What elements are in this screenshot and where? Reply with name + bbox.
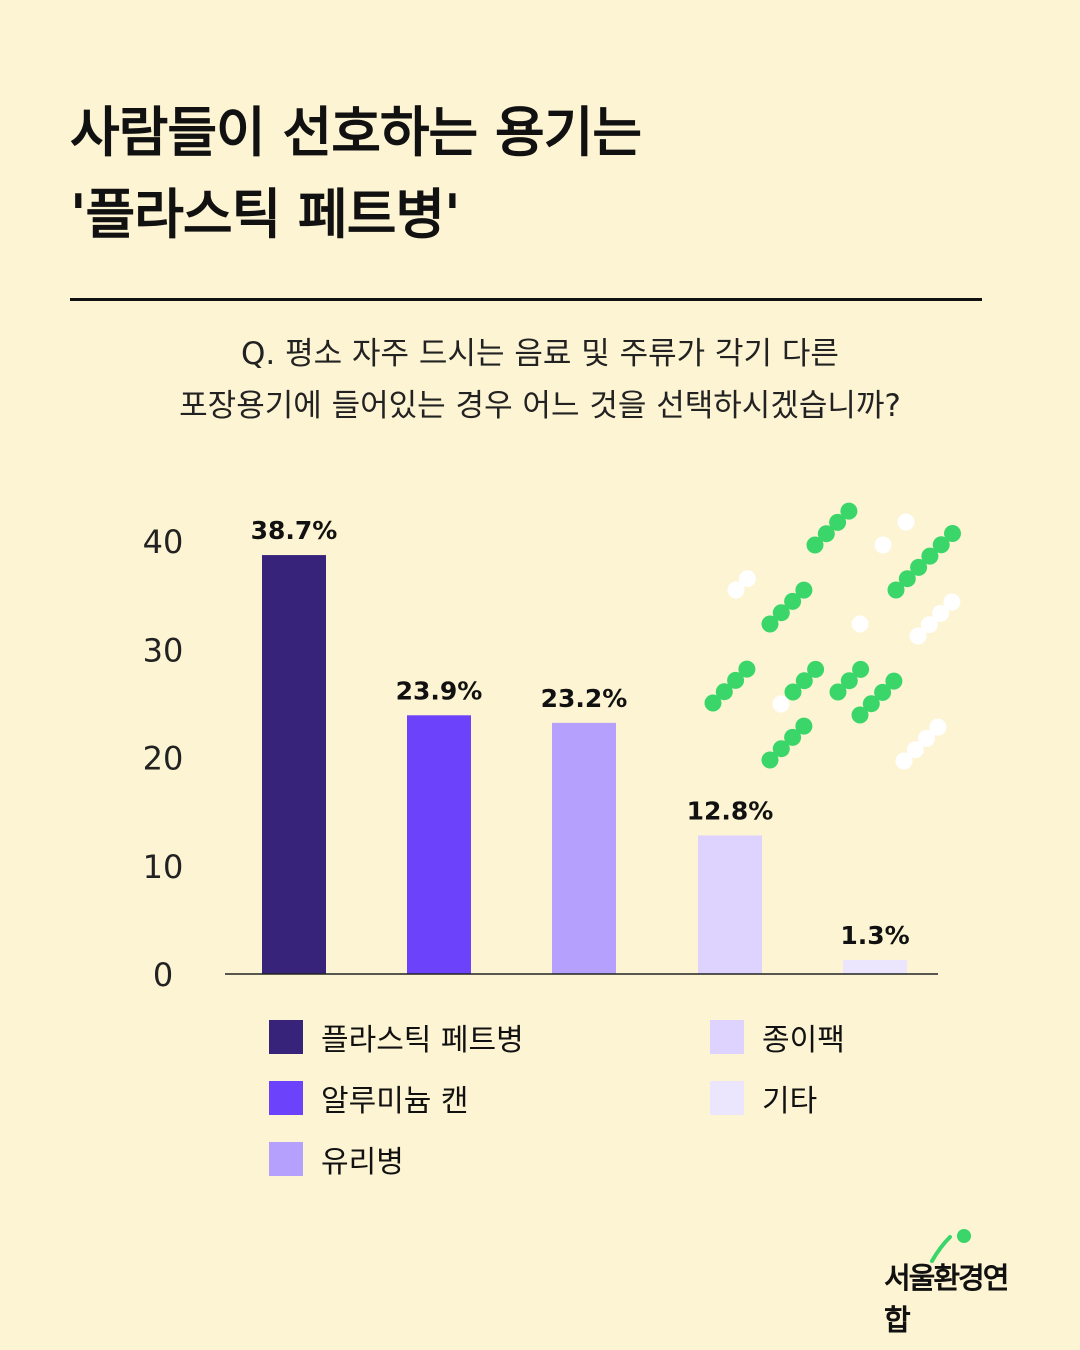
legend-item: 종이팩 [710, 1017, 845, 1058]
decor-dot [851, 706, 869, 724]
bar [843, 959, 907, 974]
decor-dot [897, 513, 915, 531]
decor-dot [910, 558, 928, 576]
decor-dot [772, 604, 790, 622]
decor-dot [852, 660, 870, 678]
decor-dot [906, 741, 924, 759]
decor-dot [943, 593, 961, 611]
legend-swatch [269, 1081, 303, 1115]
y-tick-label: 40 [143, 523, 184, 561]
decorative-dots [704, 502, 961, 770]
legend-label: 종이팩 [762, 1023, 845, 1058]
title-line-2: '플라스틱 페트병' [70, 183, 461, 246]
logo-text: 서울환경연합 [884, 1261, 1009, 1337]
legend-item: 유리병 [269, 1139, 404, 1180]
bar [698, 835, 762, 974]
decor-dot [885, 672, 903, 690]
logo: 서울환경연합 [884, 1225, 1029, 1337]
decor-dot [795, 717, 813, 735]
decor-dot [784, 592, 802, 610]
decor-dot [795, 672, 813, 690]
legend-label: 알루미늄 캔 [321, 1084, 469, 1119]
decor-dot [862, 695, 880, 713]
y-tick-label: 0 [153, 956, 173, 994]
decor-dot [772, 695, 790, 713]
decor-dot [761, 751, 779, 769]
data-label: 1.3% [840, 921, 909, 950]
decor-dot [887, 581, 905, 599]
legend-label: 유리병 [321, 1145, 404, 1180]
data-labels: 38.7% 23.9% 23.2% 12.8% 1.3% [251, 516, 910, 950]
decor-dot [909, 627, 927, 645]
decor-dot [840, 502, 858, 520]
decor-dot [898, 570, 916, 588]
decor-dot [829, 513, 847, 531]
legend-item: 기타 [710, 1078, 818, 1119]
decor-dot [738, 660, 756, 678]
decor-dot [874, 536, 892, 554]
decor-dot [806, 536, 824, 554]
legend-swatch [269, 1142, 303, 1176]
decor-dot [704, 694, 722, 712]
decor-dot [840, 672, 858, 690]
question-line-2: 포장용기에 들어있는 경우 어느 것을 선택하시겠습니까? [179, 388, 901, 424]
decor-dot [918, 729, 936, 747]
decor-dot [932, 604, 950, 622]
decor-dot [829, 683, 847, 701]
y-axis-ticks: 0 10 20 30 40 [143, 523, 184, 994]
decor-dot [895, 752, 913, 770]
legend-label: 플라스틱 페트병 [321, 1023, 524, 1058]
bar [262, 555, 326, 974]
decor-dot [738, 570, 756, 588]
decor-dot [784, 728, 802, 746]
legend-label: 기타 [762, 1084, 818, 1119]
decor-dot [874, 683, 892, 701]
decor-dot [920, 616, 938, 634]
legend-swatch [710, 1081, 744, 1115]
legend-item: 플라스틱 페트병 [269, 1017, 524, 1058]
data-label: 38.7% [251, 516, 338, 545]
bars [262, 555, 907, 974]
data-label: 12.8% [687, 796, 774, 825]
y-tick-label: 10 [143, 848, 184, 886]
decor-dot [715, 683, 733, 701]
legend-swatch [269, 1020, 303, 1054]
data-label: 23.2% [541, 684, 628, 713]
decor-dot [929, 718, 947, 736]
page-title: 사람들이 선호하는 용기는 '플라스틱 페트병' [70, 92, 642, 256]
survey-question: Q. 평소 자주 드시는 음료 및 주류가 각기 다른 포장용기에 들어있는 경… [0, 328, 1080, 432]
decor-dot [921, 547, 939, 565]
decor-dot [807, 660, 825, 678]
data-label: 23.9% [396, 676, 483, 705]
decor-dot [932, 536, 950, 554]
decor-dot [817, 525, 835, 543]
legend-item: 알루미늄 캔 [269, 1078, 469, 1119]
title-line-1: 사람들이 선호하는 용기는 [70, 101, 642, 164]
leaf-icon [930, 1229, 971, 1263]
divider [70, 298, 982, 301]
decor-dot [761, 615, 779, 633]
decor-dot [784, 683, 802, 701]
decor-dot [727, 581, 745, 599]
legend-swatch [710, 1020, 744, 1054]
y-tick-label: 20 [143, 740, 184, 778]
question-line-1: Q. 평소 자주 드시는 음료 및 주류가 각기 다른 [241, 336, 839, 372]
decor-dot [795, 581, 813, 599]
bar [552, 722, 616, 974]
decor-dot [772, 740, 790, 758]
bar [407, 715, 471, 974]
decor-dot [851, 615, 869, 633]
decor-dot [727, 671, 745, 689]
y-tick-label: 30 [143, 631, 184, 669]
decor-dot [944, 525, 961, 542]
